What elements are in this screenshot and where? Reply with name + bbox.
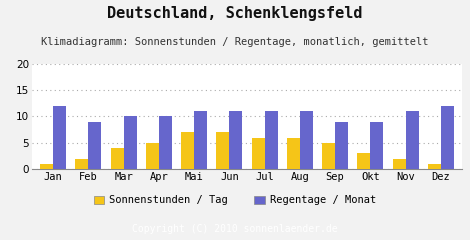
Bar [146,143,159,169]
Text: Deutschland, Schenklengsfeld: Deutschland, Schenklengsfeld [107,6,363,21]
Bar [287,138,300,169]
Bar [229,111,243,169]
Bar [75,159,88,169]
Bar [406,111,419,169]
Bar [53,106,66,169]
Bar [181,132,194,169]
Text: Copyright (C) 2010 sonnenlaender.de: Copyright (C) 2010 sonnenlaender.de [132,224,338,234]
Bar [159,116,172,169]
Bar [110,148,124,169]
Bar [392,159,406,169]
Bar [357,153,370,169]
Bar [194,111,207,169]
Bar [216,132,229,169]
Bar [251,138,265,169]
Bar [441,106,454,169]
Bar [40,164,53,169]
Bar [370,122,384,169]
Bar [335,122,348,169]
Bar [300,111,313,169]
Legend: Sonnenstunden / Tag, Regentage / Monat: Sonnenstunden / Tag, Regentage / Monat [90,191,380,210]
Bar [322,143,335,169]
Text: Klimadiagramm: Sonnenstunden / Regentage, monatlich, gemittelt: Klimadiagramm: Sonnenstunden / Regentage… [41,37,429,47]
Bar [428,164,441,169]
Bar [88,122,102,169]
Bar [124,116,137,169]
Bar [265,111,278,169]
